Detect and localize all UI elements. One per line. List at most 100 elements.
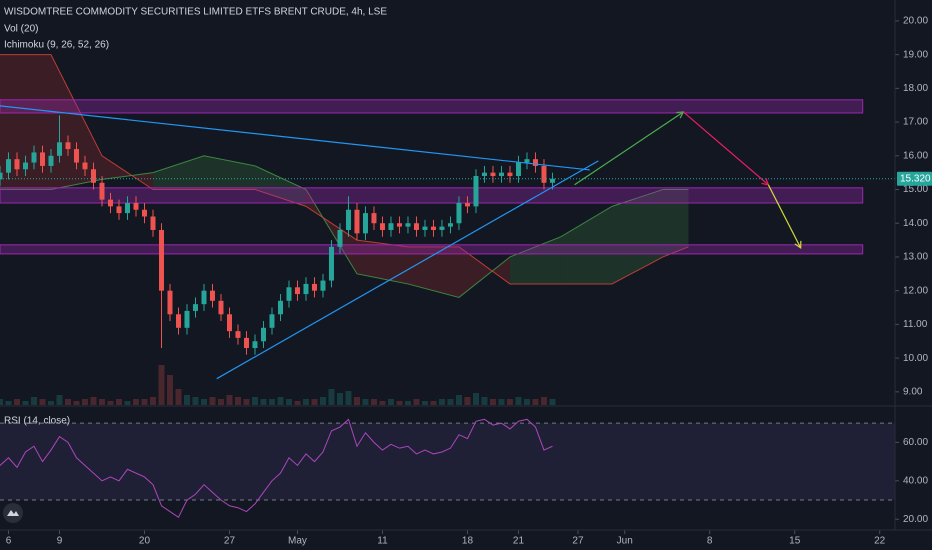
candle-body xyxy=(277,300,283,315)
y-tick-label: 10.00 xyxy=(903,353,928,364)
volume-bar xyxy=(362,399,369,405)
y-tick-label: 16.00 xyxy=(903,150,928,161)
volume-bar xyxy=(13,399,20,405)
volume-bar xyxy=(200,399,207,405)
candle-body xyxy=(141,209,147,217)
x-tick-label: May xyxy=(288,536,307,547)
candle-body xyxy=(311,283,317,291)
volume-bar xyxy=(328,389,335,405)
candle-body xyxy=(379,223,385,230)
cloud-fill xyxy=(662,189,689,257)
volume-bar xyxy=(413,399,420,405)
rsi-line xyxy=(0,418,553,519)
candle-body xyxy=(320,280,326,291)
volume-bar xyxy=(56,395,63,405)
candle-body xyxy=(498,172,504,177)
x-tick-label: 18 xyxy=(462,536,474,547)
candle-body xyxy=(405,223,411,227)
candle-body xyxy=(65,142,71,150)
x-tick-label: 11 xyxy=(377,536,388,547)
volume-bar xyxy=(455,395,462,405)
cloud-fill xyxy=(407,246,459,298)
y-tick-label: 9.00 xyxy=(903,386,923,397)
candle-body xyxy=(481,172,487,177)
candle-body xyxy=(286,287,292,301)
candle-body xyxy=(56,142,62,156)
plot xyxy=(0,20,899,534)
candle-body xyxy=(39,152,45,166)
volume-bar xyxy=(396,401,403,405)
candle-body xyxy=(430,226,436,230)
zone xyxy=(0,244,864,255)
chart-title: WISDOMTREE COMMODITY SECURITIES LIMITED … xyxy=(4,7,387,18)
x-tick-label: 9 xyxy=(57,536,63,547)
volume-bar xyxy=(166,375,173,405)
volume-bar xyxy=(549,399,556,405)
candle-body xyxy=(260,327,266,342)
volume-bar xyxy=(472,393,479,405)
candle-body xyxy=(226,314,232,332)
trend-line xyxy=(767,184,802,249)
candle-body xyxy=(167,290,173,315)
candle-body xyxy=(456,203,462,224)
candle-body xyxy=(107,199,113,207)
volume-bar xyxy=(353,397,360,405)
ichimoku-label: Ichimoku (9, 26, 52, 26) xyxy=(4,40,109,51)
candle-body xyxy=(303,283,309,295)
volume-bar xyxy=(217,399,224,405)
candle-body xyxy=(294,287,300,295)
volume-bar xyxy=(0,399,3,405)
arrow-head xyxy=(794,240,802,249)
x-tick-label: 27 xyxy=(224,536,236,547)
last-price-label: 15.320 xyxy=(900,173,931,184)
volume-bar xyxy=(107,401,114,405)
last-price-box xyxy=(897,171,932,186)
candle-body xyxy=(328,246,334,281)
zone xyxy=(0,99,864,114)
candle-body xyxy=(345,209,351,230)
candle-body xyxy=(124,203,130,214)
volume-bar xyxy=(124,401,131,405)
volume-bar xyxy=(464,397,471,405)
logo[interactable] xyxy=(3,503,23,523)
cloud-fill xyxy=(50,54,102,190)
candle-body xyxy=(422,226,428,230)
candle-body xyxy=(243,337,249,349)
candle-body xyxy=(158,229,164,291)
volume-bar xyxy=(30,397,37,405)
y-tick-label: 19.00 xyxy=(903,49,928,60)
cloud-fill xyxy=(611,189,663,284)
volume-bar xyxy=(481,397,488,405)
cloud-fill xyxy=(152,155,204,190)
trend-line xyxy=(682,111,769,186)
volume-bar xyxy=(90,397,97,405)
volume-bar xyxy=(311,399,318,405)
rsi-tick-label: 40.00 xyxy=(903,475,928,486)
candle-body xyxy=(515,162,521,177)
trend-line xyxy=(0,105,590,171)
candle-body xyxy=(73,149,79,163)
x-tick-label: 20 xyxy=(139,536,151,547)
candle-body xyxy=(524,159,530,163)
candle-body xyxy=(337,229,343,247)
volume-bar xyxy=(447,399,454,405)
x-tick-label: 8 xyxy=(707,536,713,547)
volume-bar xyxy=(175,389,182,405)
candle-body xyxy=(532,159,538,166)
candle-body xyxy=(413,223,419,230)
candle-body xyxy=(14,159,20,170)
y-tick-label: 17.00 xyxy=(903,117,928,128)
volume-bar xyxy=(370,399,377,405)
volume-bar xyxy=(47,401,54,405)
rsi-band xyxy=(0,423,895,501)
candle-body xyxy=(116,206,122,214)
volume-bar xyxy=(532,399,539,405)
candle-body xyxy=(150,216,156,230)
y-tick-label: 15.00 xyxy=(903,184,928,195)
candle-body xyxy=(388,223,394,230)
volume-bar xyxy=(73,401,80,405)
volume-bar xyxy=(39,399,46,405)
volume-bar xyxy=(158,365,165,405)
candle-body xyxy=(549,178,555,183)
